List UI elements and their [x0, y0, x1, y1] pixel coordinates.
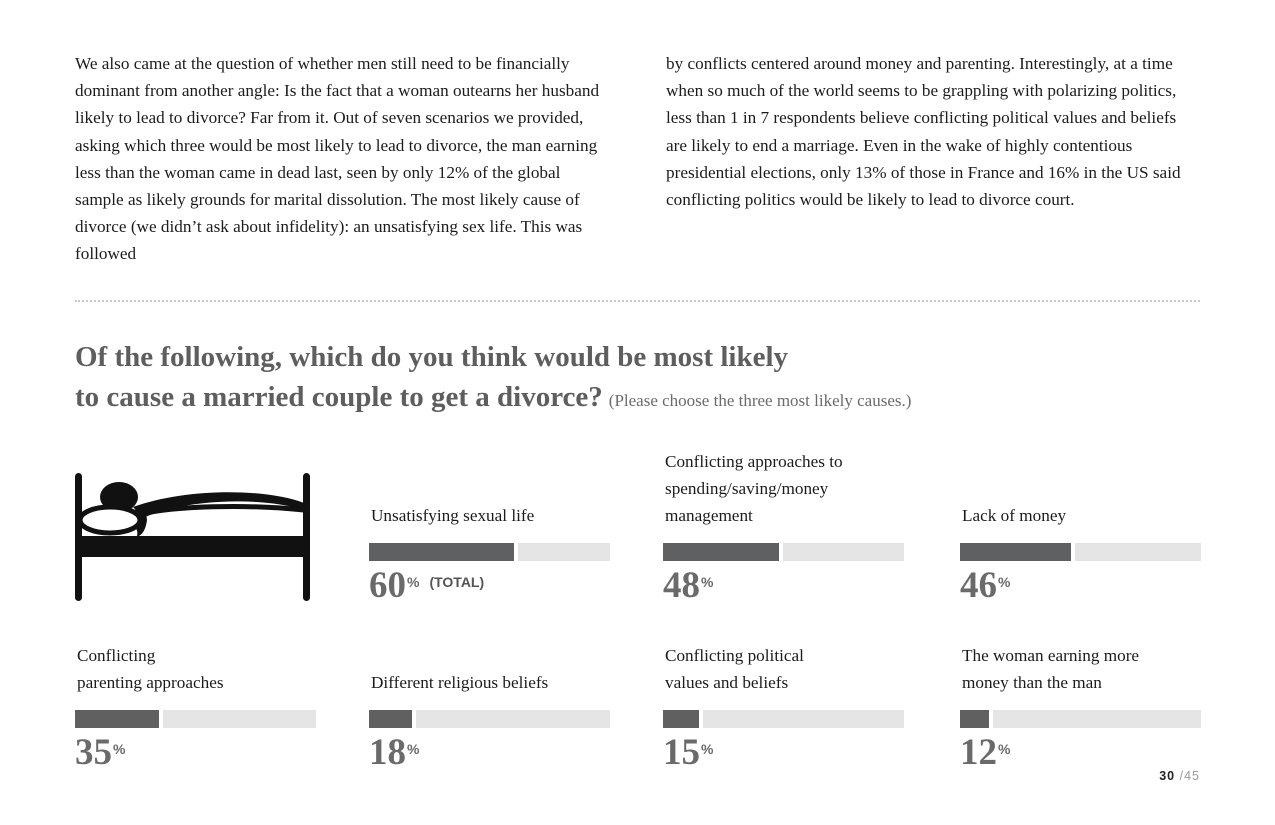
stat-block: Conflicting political values and beliefs 1… — [663, 646, 904, 773]
page-current: 30 — [1159, 769, 1176, 783]
stat-bar — [369, 710, 610, 728]
stat-label-line: Conflicting — [77, 646, 156, 665]
stat-bar-track — [518, 543, 610, 561]
stat-label: Unsatisfying sexual life — [371, 502, 534, 529]
dotted-divider — [75, 300, 1200, 302]
stat-label-line: Unsatisfying sexual life — [371, 506, 535, 525]
stat-value: 12 — [960, 732, 997, 773]
stat-percentage: 60% (TOTAL) — [369, 566, 610, 606]
stat-bar — [75, 710, 316, 728]
stat-label-line: spending/saving/money — [665, 479, 829, 498]
stat-percentage: 48% — [663, 566, 904, 606]
stat-block: The woman earning more money than the man… — [960, 646, 1201, 773]
stat-block: Unsatisfying sexual life 60% (TOTAL) — [369, 506, 610, 606]
stat-bar-fill — [960, 543, 1071, 561]
stat-block: Conflicting approaches to spending/saving… — [663, 452, 904, 606]
stat-value: 60 — [369, 565, 406, 606]
percent-sign: % — [701, 574, 714, 590]
page-number: 30 /45 — [1159, 769, 1200, 783]
stat-bar-fill — [960, 710, 989, 728]
stat-bar-track — [163, 710, 316, 728]
stat-block: Lack of money 46% — [960, 506, 1201, 606]
stat-bar-track — [993, 710, 1201, 728]
stat-value: 48 — [663, 565, 700, 606]
stat-bar-track — [1075, 543, 1201, 561]
stat-bar-track — [783, 543, 904, 561]
stat-total-note: (TOTAL) — [429, 574, 485, 590]
stat-bar-fill — [663, 543, 779, 561]
stat-label: Different religious beliefs — [371, 669, 548, 696]
stat-bar — [960, 543, 1201, 561]
question-line-2: to cause a married couple to get a divor… — [75, 381, 603, 413]
stat-label: Conflicting approaches to spending/saving… — [665, 448, 843, 529]
body-paragraph-right: by conflicts centered around money and p… — [666, 54, 1181, 210]
stat-label-line: money than the man — [962, 673, 1102, 692]
stat-bar — [663, 710, 904, 728]
bed-icon — [75, 473, 310, 601]
stat-percentage: 15% — [663, 733, 904, 773]
stat-bar — [663, 543, 904, 561]
stat-label-line: Conflicting political — [665, 646, 804, 665]
percent-sign: % — [407, 741, 420, 757]
body-text-right-column: by conflicts centered around money and p… — [666, 50, 1191, 213]
question-heading: Of the following, which do you think wou… — [75, 337, 1200, 421]
stat-bar — [369, 543, 610, 561]
stat-label: Conflicting parenting approaches — [77, 642, 224, 696]
stat-value: 46 — [960, 565, 997, 606]
stat-bar — [960, 710, 1201, 728]
stat-percentage: 35% — [75, 733, 316, 773]
stat-label: The woman earning more money than the man — [962, 642, 1139, 696]
percent-sign: % — [998, 574, 1011, 590]
stat-bar-track — [416, 710, 610, 728]
page-separator: / — [1179, 769, 1185, 783]
stat-percentage: 18% — [369, 733, 610, 773]
stat-label-line: Different religious beliefs — [371, 673, 549, 692]
stat-bar-fill — [663, 710, 699, 728]
percent-sign: % — [998, 741, 1011, 757]
question-line-1: Of the following, which do you think wou… — [75, 341, 789, 373]
stat-bar-fill — [75, 710, 159, 728]
stat-label: Lack of money — [962, 502, 1066, 529]
stat-label-line: parenting approaches — [77, 673, 224, 692]
stat-label: Conflicting political values and beliefs — [665, 642, 804, 696]
stat-value: 18 — [369, 732, 406, 773]
percent-sign: % — [407, 574, 420, 590]
body-text-left-column: We also came at the question of whether … — [75, 50, 600, 268]
percent-sign: % — [701, 741, 714, 757]
stat-bar-fill — [369, 710, 412, 728]
stat-percentage: 46% — [960, 566, 1201, 606]
stat-block: Conflicting parenting approaches 35% — [75, 646, 316, 773]
percent-sign: % — [113, 741, 126, 757]
stat-percentage: 12% — [960, 733, 1201, 773]
stat-label-line: Lack of money — [962, 506, 1067, 525]
stat-value: 35 — [75, 732, 112, 773]
stat-bar-fill — [369, 543, 514, 561]
stat-label-line: Conflicting approaches to — [665, 452, 843, 471]
stat-bar-track — [703, 710, 904, 728]
stat-value: 15 — [663, 732, 700, 773]
stat-label-line: management — [665, 506, 753, 525]
stat-label-line: The woman earning more — [962, 646, 1140, 665]
question-note: (Please choose the three most likely cau… — [608, 391, 912, 410]
page-total: 45 — [1184, 769, 1200, 783]
stat-label-line: values and beliefs — [665, 673, 789, 692]
body-paragraph-left: We also came at the question of whether … — [75, 54, 600, 264]
stat-block: Different religious beliefs 18% — [369, 673, 610, 773]
